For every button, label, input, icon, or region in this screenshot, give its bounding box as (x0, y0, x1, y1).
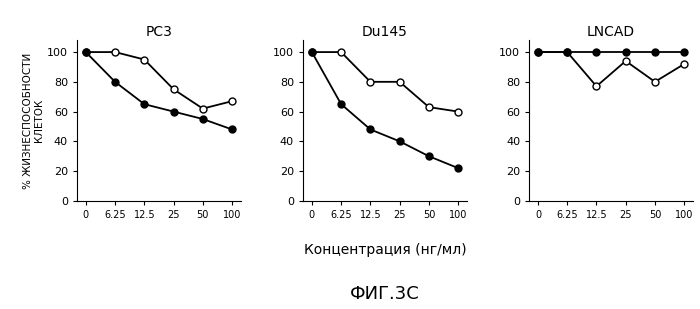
Title: PC3: PC3 (146, 25, 172, 39)
Y-axis label: % ЖИЗНЕСПОСОБНОСТИ
КЛЕТОК: % ЖИЗНЕСПОСОБНОСТИ КЛЕТОК (22, 53, 44, 188)
Title: Du145: Du145 (362, 25, 408, 39)
Text: ФИГ.3C: ФИГ.3C (350, 285, 420, 303)
Title: LNCAD: LNCAD (587, 25, 635, 39)
Text: Концентрация (нг/мл): Концентрация (нг/мл) (304, 243, 466, 257)
